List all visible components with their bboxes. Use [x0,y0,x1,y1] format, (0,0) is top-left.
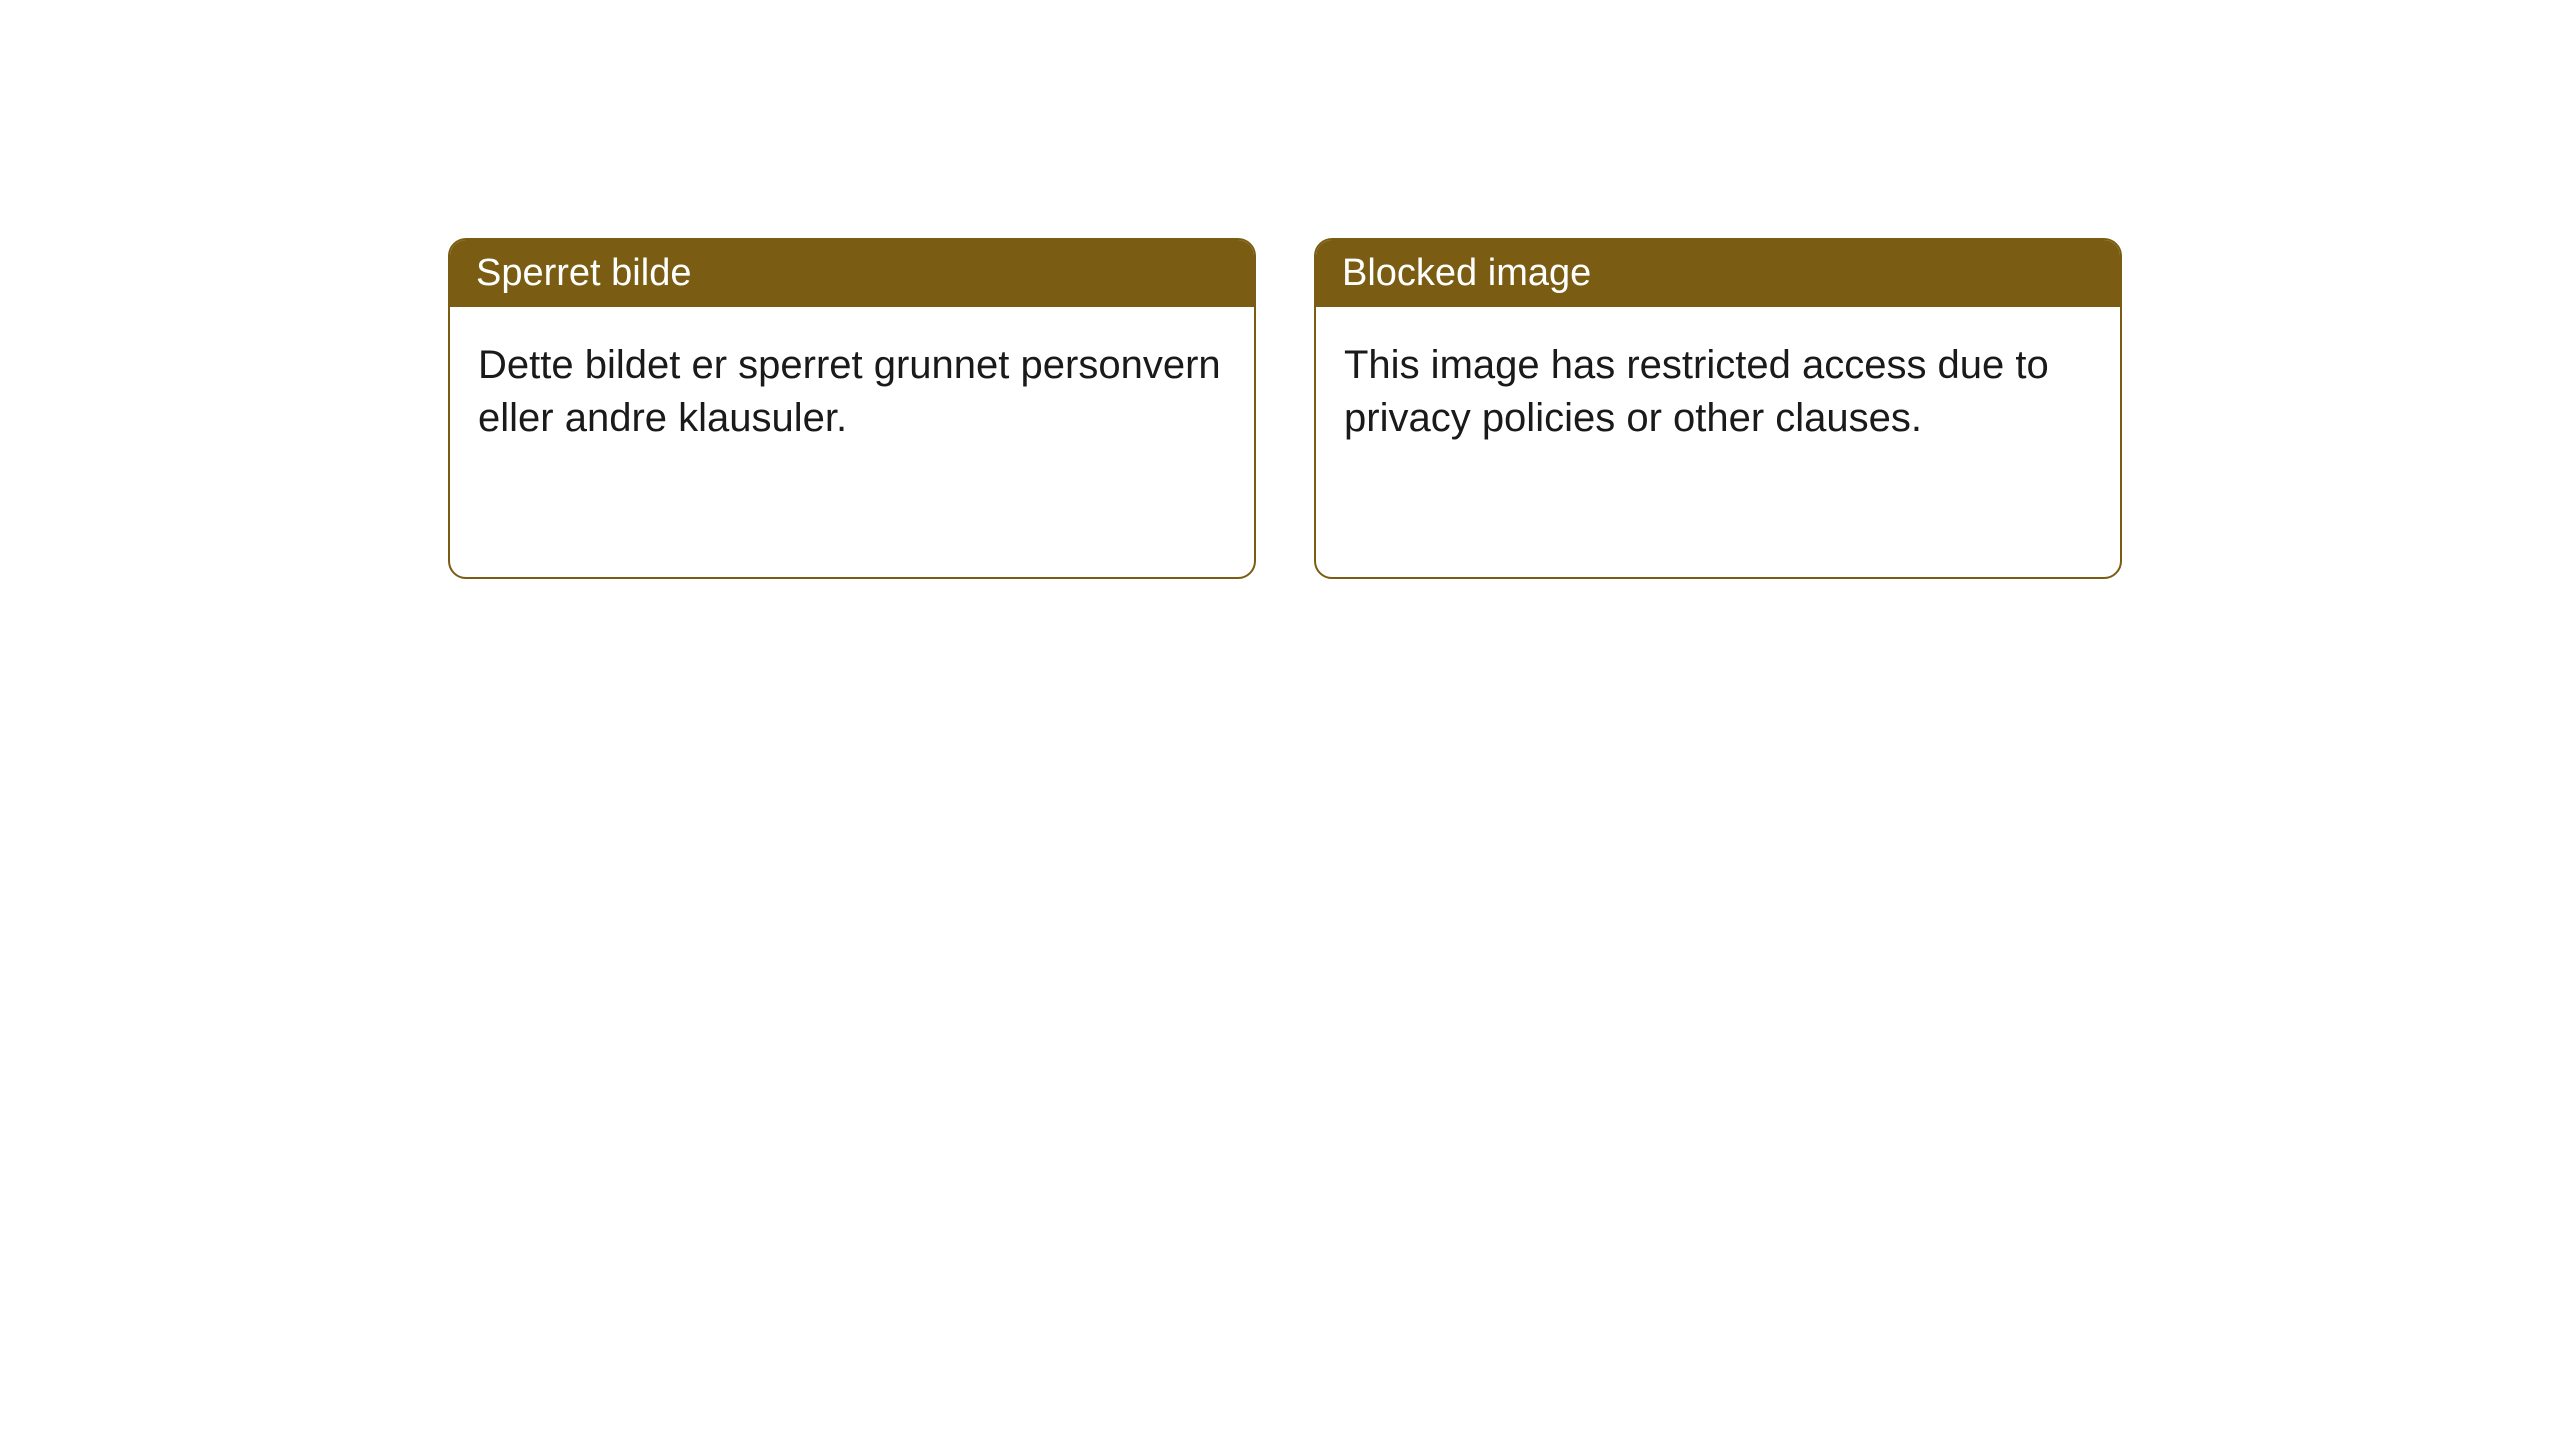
notice-container: Sperret bilde Dette bildet er sperret gr… [448,238,2122,579]
card-header-no: Sperret bilde [450,240,1254,307]
card-header-en: Blocked image [1316,240,2120,307]
card-body-en: This image has restricted access due to … [1316,307,2120,577]
card-body-no: Dette bildet er sperret grunnet personve… [450,307,1254,577]
blocked-image-card-no: Sperret bilde Dette bildet er sperret gr… [448,238,1256,579]
blocked-image-card-en: Blocked image This image has restricted … [1314,238,2122,579]
